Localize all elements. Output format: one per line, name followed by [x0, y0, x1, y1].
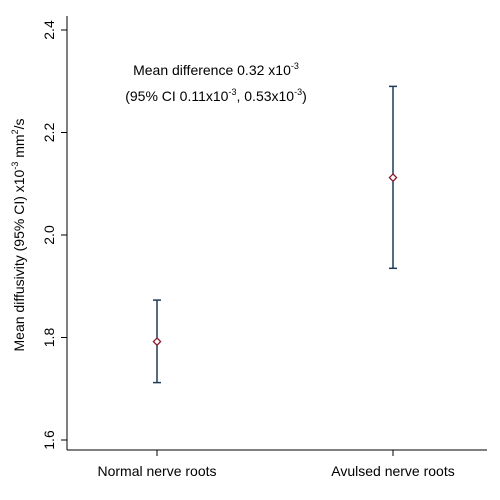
- y-tick-label: 2.2: [41, 123, 57, 143]
- y-tick-label: 1.8: [41, 328, 57, 348]
- x-ticks: Normal nerve roots Avulsed nerve roots: [97, 450, 455, 479]
- x-tick-label: Avulsed nerve roots: [331, 463, 454, 479]
- y-tick-label: 2.0: [41, 225, 57, 245]
- y-ticks: 1.6 1.8 2.0 2.2 2.4: [41, 20, 67, 450]
- annotation-line-1: Mean difference 0.32 x10-3: [133, 61, 299, 78]
- y-tick-label: 1.6: [41, 430, 57, 450]
- mean-markers: [152, 173, 398, 347]
- annotation-line-2: (95% CI 0.11x10-3, 0.53x10-3): [125, 87, 307, 104]
- mean-marker: [388, 173, 398, 183]
- mean-marker: [152, 337, 162, 347]
- y-axis-title: Mean diffusivity (95% CI) x10-3 mm2/s: [10, 119, 27, 352]
- y-tick-label: 2.4: [41, 20, 57, 40]
- x-tick-label: Normal nerve roots: [97, 463, 216, 479]
